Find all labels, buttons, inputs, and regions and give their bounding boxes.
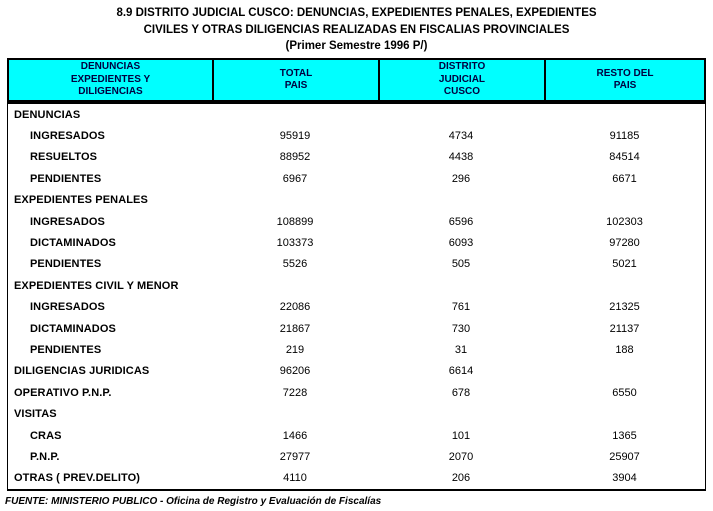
column-header-total-pais: TOTAL PAIS (214, 60, 380, 100)
value-distrito-cusco: 296 (451, 172, 471, 185)
row-label: INGRESADOS (30, 130, 105, 143)
value-distrito-cusco: 505 (451, 258, 471, 271)
table-row-denuncias-resueltos: RESUELTOS 88952 4438 84514 (8, 147, 705, 168)
table-row-civil-pendientes: PENDIENTES 219 31 188 (8, 339, 705, 360)
row-label: VISITAS (14, 408, 57, 421)
table-row-section-denuncias: DENUNCIAS (8, 104, 705, 125)
value-total-pais: 6967 (282, 172, 308, 185)
statistics-table: DENUNCIAS EXPEDIENTES Y DILIGENCIAS TOTA… (7, 58, 706, 492)
table-row-penales-ingresados: INGRESADOS 108899 6596 102303 (8, 211, 705, 232)
value-distrito-cusco: 761 (451, 301, 471, 314)
value-total-pais: 95919 (279, 130, 311, 143)
value-distrito-cusco: 730 (451, 322, 471, 335)
table-row-penales-pendientes: PENDIENTES 5526 505 5021 (8, 254, 705, 275)
row-label: INGRESADOS (30, 215, 105, 228)
value-total-pais: 5526 (282, 258, 308, 271)
column-header-denuncias-expedientes-diligencias: DENUNCIAS EXPEDIENTES Y DILIGENCIAS (9, 60, 214, 100)
value-distrito-cusco: 6093 (448, 237, 474, 250)
value-distrito-cusco: 31 (454, 343, 468, 356)
row-label: OTRAS ( PREV.DELITO) (14, 472, 141, 485)
table-row-section-visitas: VISITAS (8, 403, 705, 424)
value-resto-pais: 84514 (609, 151, 640, 164)
value-total-pais: 219 (285, 343, 305, 356)
value-total-pais: 7228 (282, 386, 308, 399)
value-resto-pais: 3904 (612, 472, 637, 485)
value-distrito-cusco: 206 (451, 472, 471, 485)
row-label: PENDIENTES (30, 343, 102, 356)
value-resto-pais: 188 (615, 343, 634, 356)
table-body: DENUNCIAS INGRESADOS 95919 4734 91185 RE… (7, 104, 706, 492)
row-label: EXPEDIENTES CIVIL Y MENOR (14, 279, 179, 292)
value-distrito-cusco: 6596 (448, 215, 474, 228)
value-distrito-cusco: 101 (451, 429, 471, 442)
column-header-distrito-judicial-cusco: DISTRITO JUDICIAL CUSCO (380, 60, 546, 100)
row-label: PENDIENTES (30, 258, 102, 271)
row-label: DILIGENCIAS JURIDICAS (14, 365, 150, 378)
row-label: P.N.P. (30, 450, 60, 463)
row-label: EXPEDIENTES PENALES (14, 194, 148, 207)
table-header-row: DENUNCIAS EXPEDIENTES Y DILIGENCIAS TOTA… (7, 58, 706, 104)
row-label: INGRESADOS (30, 301, 105, 314)
title-line-2: CIVILES Y OTRAS DILIGENCIAS REALIZADAS E… (143, 23, 570, 36)
value-resto-pais: 25907 (609, 450, 640, 463)
table-row-visitas-cras: CRAS 1466 101 1365 (8, 425, 705, 446)
value-distrito-cusco: 678 (451, 386, 471, 399)
value-distrito-cusco: 4734 (448, 130, 474, 143)
value-total-pais: 88952 (279, 151, 311, 164)
table-row-denuncias-ingresados: INGRESADOS 95919 4734 91185 (8, 125, 705, 146)
title-line-3: (Primer Semestre 1996 P/) (285, 40, 428, 52)
source-note: FUENTE: MINISTERIO PUBLICO - Oficina de … (5, 496, 382, 507)
table-row-civil-dictaminados: DICTAMINADOS 21867 730 21137 (8, 318, 705, 339)
table-row-otras-prev-delito: OTRAS ( PREV.DELITO) 4110 206 3904 (8, 468, 705, 489)
row-label: DICTAMINADOS (30, 237, 116, 250)
table-title: 8.9 DISTRITO JUDICIAL CUSCO: DENUNCIAS, … (0, 0, 713, 55)
table-row-visitas-pnp: P.N.P. 27977 2070 25907 (8, 446, 705, 467)
value-total-pais: 27977 (279, 450, 311, 463)
row-label: OPERATIVO P.N.P. (14, 386, 112, 399)
row-label: CRAS (30, 429, 62, 442)
value-total-pais: 103373 (276, 237, 314, 250)
value-distrito-cusco: 2070 (448, 450, 474, 463)
value-resto-pais: 91185 (609, 130, 640, 143)
table-row-denuncias-pendientes: PENDIENTES 6967 296 6671 (8, 168, 705, 189)
value-resto-pais: 97280 (609, 237, 640, 250)
value-total-pais: 21867 (279, 322, 311, 335)
value-resto-pais: 6671 (612, 172, 637, 185)
value-resto-pais: 21137 (609, 322, 640, 335)
value-total-pais: 108899 (276, 215, 314, 228)
column-header-resto-del-pais: RESTO DEL PAIS (596, 67, 654, 92)
table-row-diligencias-juridicas: DILIGENCIAS JURIDICAS 96206 6614 (8, 361, 705, 382)
value-resto-pais: 21325 (609, 301, 640, 314)
value-total-pais: 4110 (283, 472, 307, 485)
value-total-pais: 96206 (279, 365, 311, 378)
value-resto-pais: 1365 (612, 429, 637, 442)
value-resto-pais: 5021 (612, 258, 637, 271)
value-resto-pais: 102303 (606, 215, 643, 228)
table-row-section-expedientes-penales: EXPEDIENTES PENALES (8, 190, 705, 211)
row-label: PENDIENTES (30, 172, 102, 185)
value-resto-pais: 6550 (612, 386, 637, 399)
value-total-pais: 22086 (279, 301, 311, 314)
table-row-section-expedientes-civil-y-menor: EXPEDIENTES CIVIL Y MENOR (8, 275, 705, 296)
value-distrito-cusco: 6614 (448, 365, 474, 378)
table-row-penales-dictaminados: DICTAMINADOS 103373 6093 97280 (8, 232, 705, 253)
row-label: DENUNCIAS (14, 108, 81, 121)
row-label: RESUELTOS (30, 151, 98, 164)
title-line-1: 8.9 DISTRITO JUDICIAL CUSCO: DENUNCIAS, … (116, 7, 597, 19)
value-total-pais: 1466 (282, 429, 308, 442)
value-distrito-cusco: 4438 (448, 151, 474, 164)
table-row-civil-ingresados: INGRESADOS 22086 761 21325 (8, 297, 705, 318)
row-label: DICTAMINADOS (30, 322, 116, 335)
table-row-operativo-pnp: OPERATIVO P.N.P. 7228 678 6550 (8, 382, 705, 403)
